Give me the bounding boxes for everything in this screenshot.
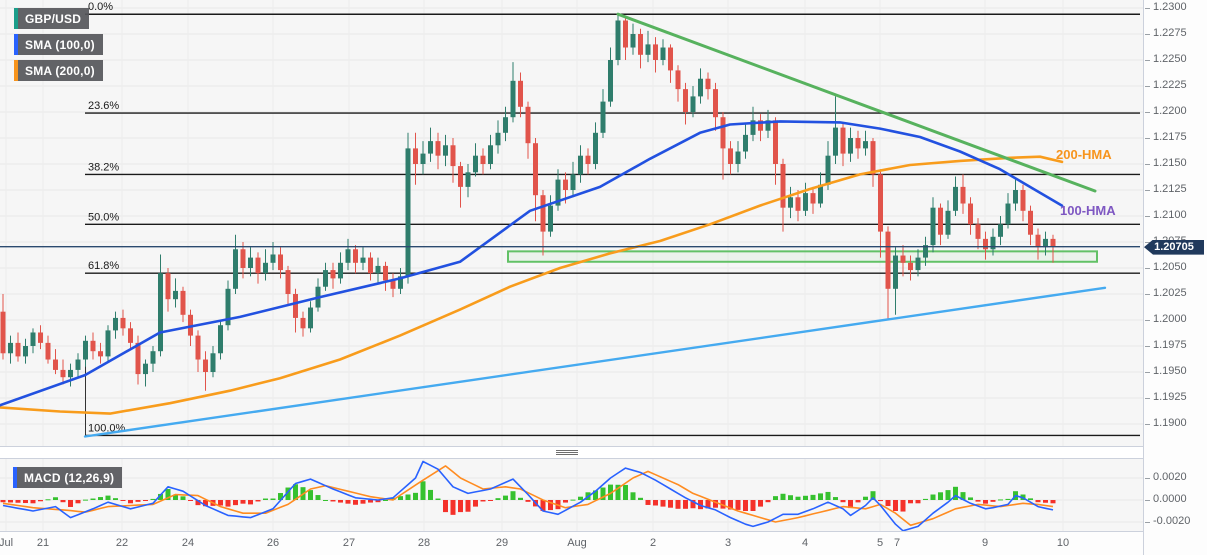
pane-resize-handle-icon[interactable] [556, 449, 578, 457]
date-tick-label: Jul [0, 537, 14, 549]
time-axis[interactable]: Jul 21 22 24 26 27 28 29 Aug 2 3 4 5 7 9 10 [0, 532, 1143, 555]
date-tick-label: 9 [981, 537, 989, 549]
sma100-accent-bar [14, 34, 18, 55]
price-tick-label: 1.2025 [1145, 287, 1187, 299]
date-tick-label: 5 [876, 537, 884, 549]
fib-level-label: 0.0% [88, 1, 113, 13]
price-tick-label: 1.2250 [1145, 53, 1187, 65]
price-tick-label: 1.2275 [1145, 27, 1187, 39]
macd-pane[interactable]: MACD (12,26,9) [0, 459, 1143, 532]
price-tick-label: 1.2300 [1145, 1, 1187, 13]
fib-level-label: 23.6% [88, 100, 119, 112]
date-tick-label: 2 [649, 537, 657, 549]
price-tick-label: 1.1975 [1145, 339, 1187, 351]
price-tick-label: 1.1950 [1145, 365, 1187, 377]
date-tick-label: 3 [724, 537, 732, 549]
date-tick-label: Aug [567, 537, 587, 549]
macd-accent-bar [13, 467, 17, 488]
date-tick-label: 7 [893, 537, 901, 549]
fib-level-label: 61.8% [88, 260, 119, 272]
last-price-badge: 1.20705 [1144, 239, 1204, 255]
hma200-annotation: 200-HMA [1056, 147, 1112, 162]
macd-tick-label: 0.0000 [1145, 493, 1187, 505]
price-tick-label: 1.2000 [1145, 313, 1187, 325]
price-tick-label: 1.2200 [1145, 105, 1187, 117]
price-tick-label: 1.2175 [1145, 131, 1187, 143]
date-tick-label: 24 [181, 537, 195, 549]
main-chart-pane[interactable]: 0.0% 23.6% 38.2% 50.0% 61.8% 100.0% GBP/USD S… [0, 0, 1143, 447]
price-tick-label: 1.2225 [1145, 79, 1187, 91]
sma200-label: SMA (200,0) [25, 63, 95, 78]
macd-chart-canvas[interactable] [0, 459, 1143, 531]
price-tick-label: 1.2150 [1145, 157, 1187, 169]
symbol-label: GBP/USD [25, 11, 82, 26]
pane-separator[interactable] [0, 447, 1207, 459]
macd-tick-label: -0.0020 [1144, 515, 1191, 527]
macd-tick-label: 0.0020 [1145, 471, 1187, 483]
date-tick-label: 4 [801, 537, 809, 549]
price-tick-label: 1.2100 [1145, 209, 1187, 221]
price-axis[interactable]: 1.2300 1.2275 1.2250 1.2225 1.2200 1.2175 1.21… [1143, 0, 1207, 555]
price-tick-label: 1.1925 [1145, 391, 1187, 403]
price-tick-label: 1.1900 [1145, 417, 1187, 429]
fib-level-label: 38.2% [88, 161, 119, 173]
symbol-legend[interactable]: GBP/USD [14, 8, 90, 29]
sma200-legend[interactable]: SMA (200,0) [14, 60, 103, 81]
sma200-accent-bar [14, 60, 18, 81]
date-tick-label: 10 [1056, 537, 1070, 549]
sma100-legend[interactable]: SMA (100,0) [14, 34, 103, 55]
date-tick-label: 27 [342, 537, 356, 549]
hma100-annotation: 100-HMA [1060, 203, 1116, 218]
macd-legend[interactable]: MACD (12,26,9) [13, 467, 123, 488]
price-tick-label: 1.2125 [1145, 183, 1187, 195]
sma100-label: SMA (100,0) [25, 37, 95, 52]
date-tick-label: 21 [36, 537, 50, 549]
macd-label: MACD (12,26,9) [24, 470, 115, 485]
symbol-accent-bar [14, 8, 18, 29]
date-tick-label: 29 [495, 537, 509, 549]
candlestick-chart-canvas[interactable]: 0.0%23.6%38.2%50.0%61.8%100.0% [0, 0, 1143, 446]
fib-level-label: 50.0% [88, 211, 119, 223]
date-tick-label: 22 [115, 537, 129, 549]
price-tick-label: 1.2050 [1145, 261, 1187, 273]
date-tick-label: 26 [266, 537, 280, 549]
date-tick-label: 28 [417, 537, 431, 549]
